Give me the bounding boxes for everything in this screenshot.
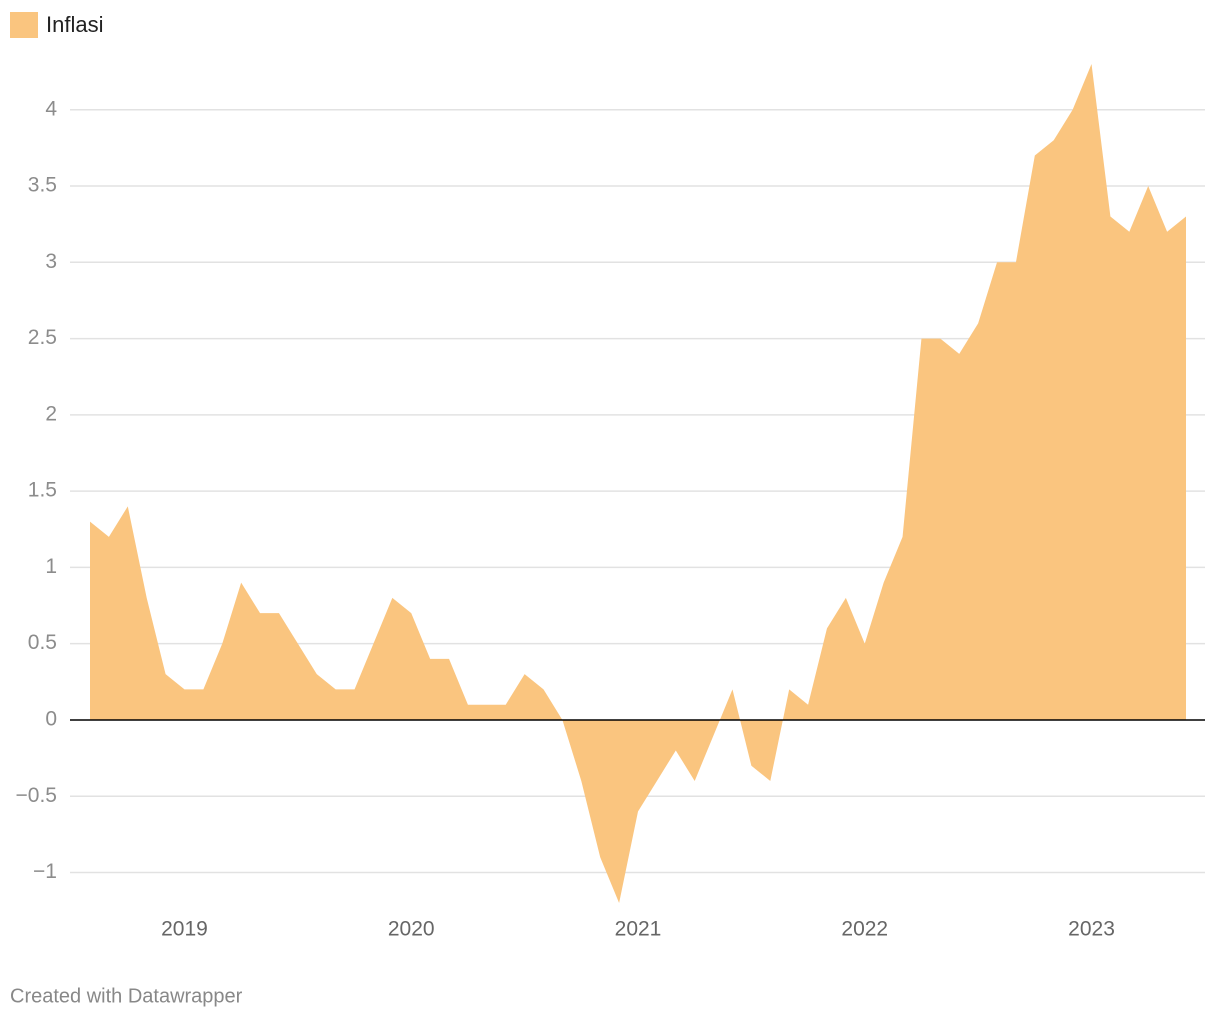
y-tick-label: 2	[45, 402, 57, 425]
y-tick-label: 3	[45, 250, 57, 273]
legend-swatch	[10, 12, 38, 38]
area	[90, 64, 1186, 903]
source-note: Created with Datawrapper	[10, 985, 243, 1007]
x-tick-label: 2020	[388, 918, 435, 941]
y-tick-label: 4	[45, 97, 57, 120]
y-tick-label: 1	[45, 555, 57, 578]
legend-label: Inflasi	[46, 12, 103, 37]
x-tick-label: 2022	[841, 918, 888, 941]
y-tick-label: 1.5	[28, 479, 57, 502]
x-tick-label: 2021	[615, 918, 662, 941]
y-tick-label: 0	[45, 707, 57, 730]
x-tick-label: 2019	[161, 918, 208, 941]
y-tick-label: 0.5	[28, 631, 57, 654]
y-tick-label: −1	[33, 860, 57, 883]
x-tick-label: 2023	[1068, 918, 1115, 941]
y-tick-label: 3.5	[28, 174, 57, 197]
y-tick-label: 2.5	[28, 326, 57, 349]
y-tick-label: −0.5	[16, 784, 57, 807]
